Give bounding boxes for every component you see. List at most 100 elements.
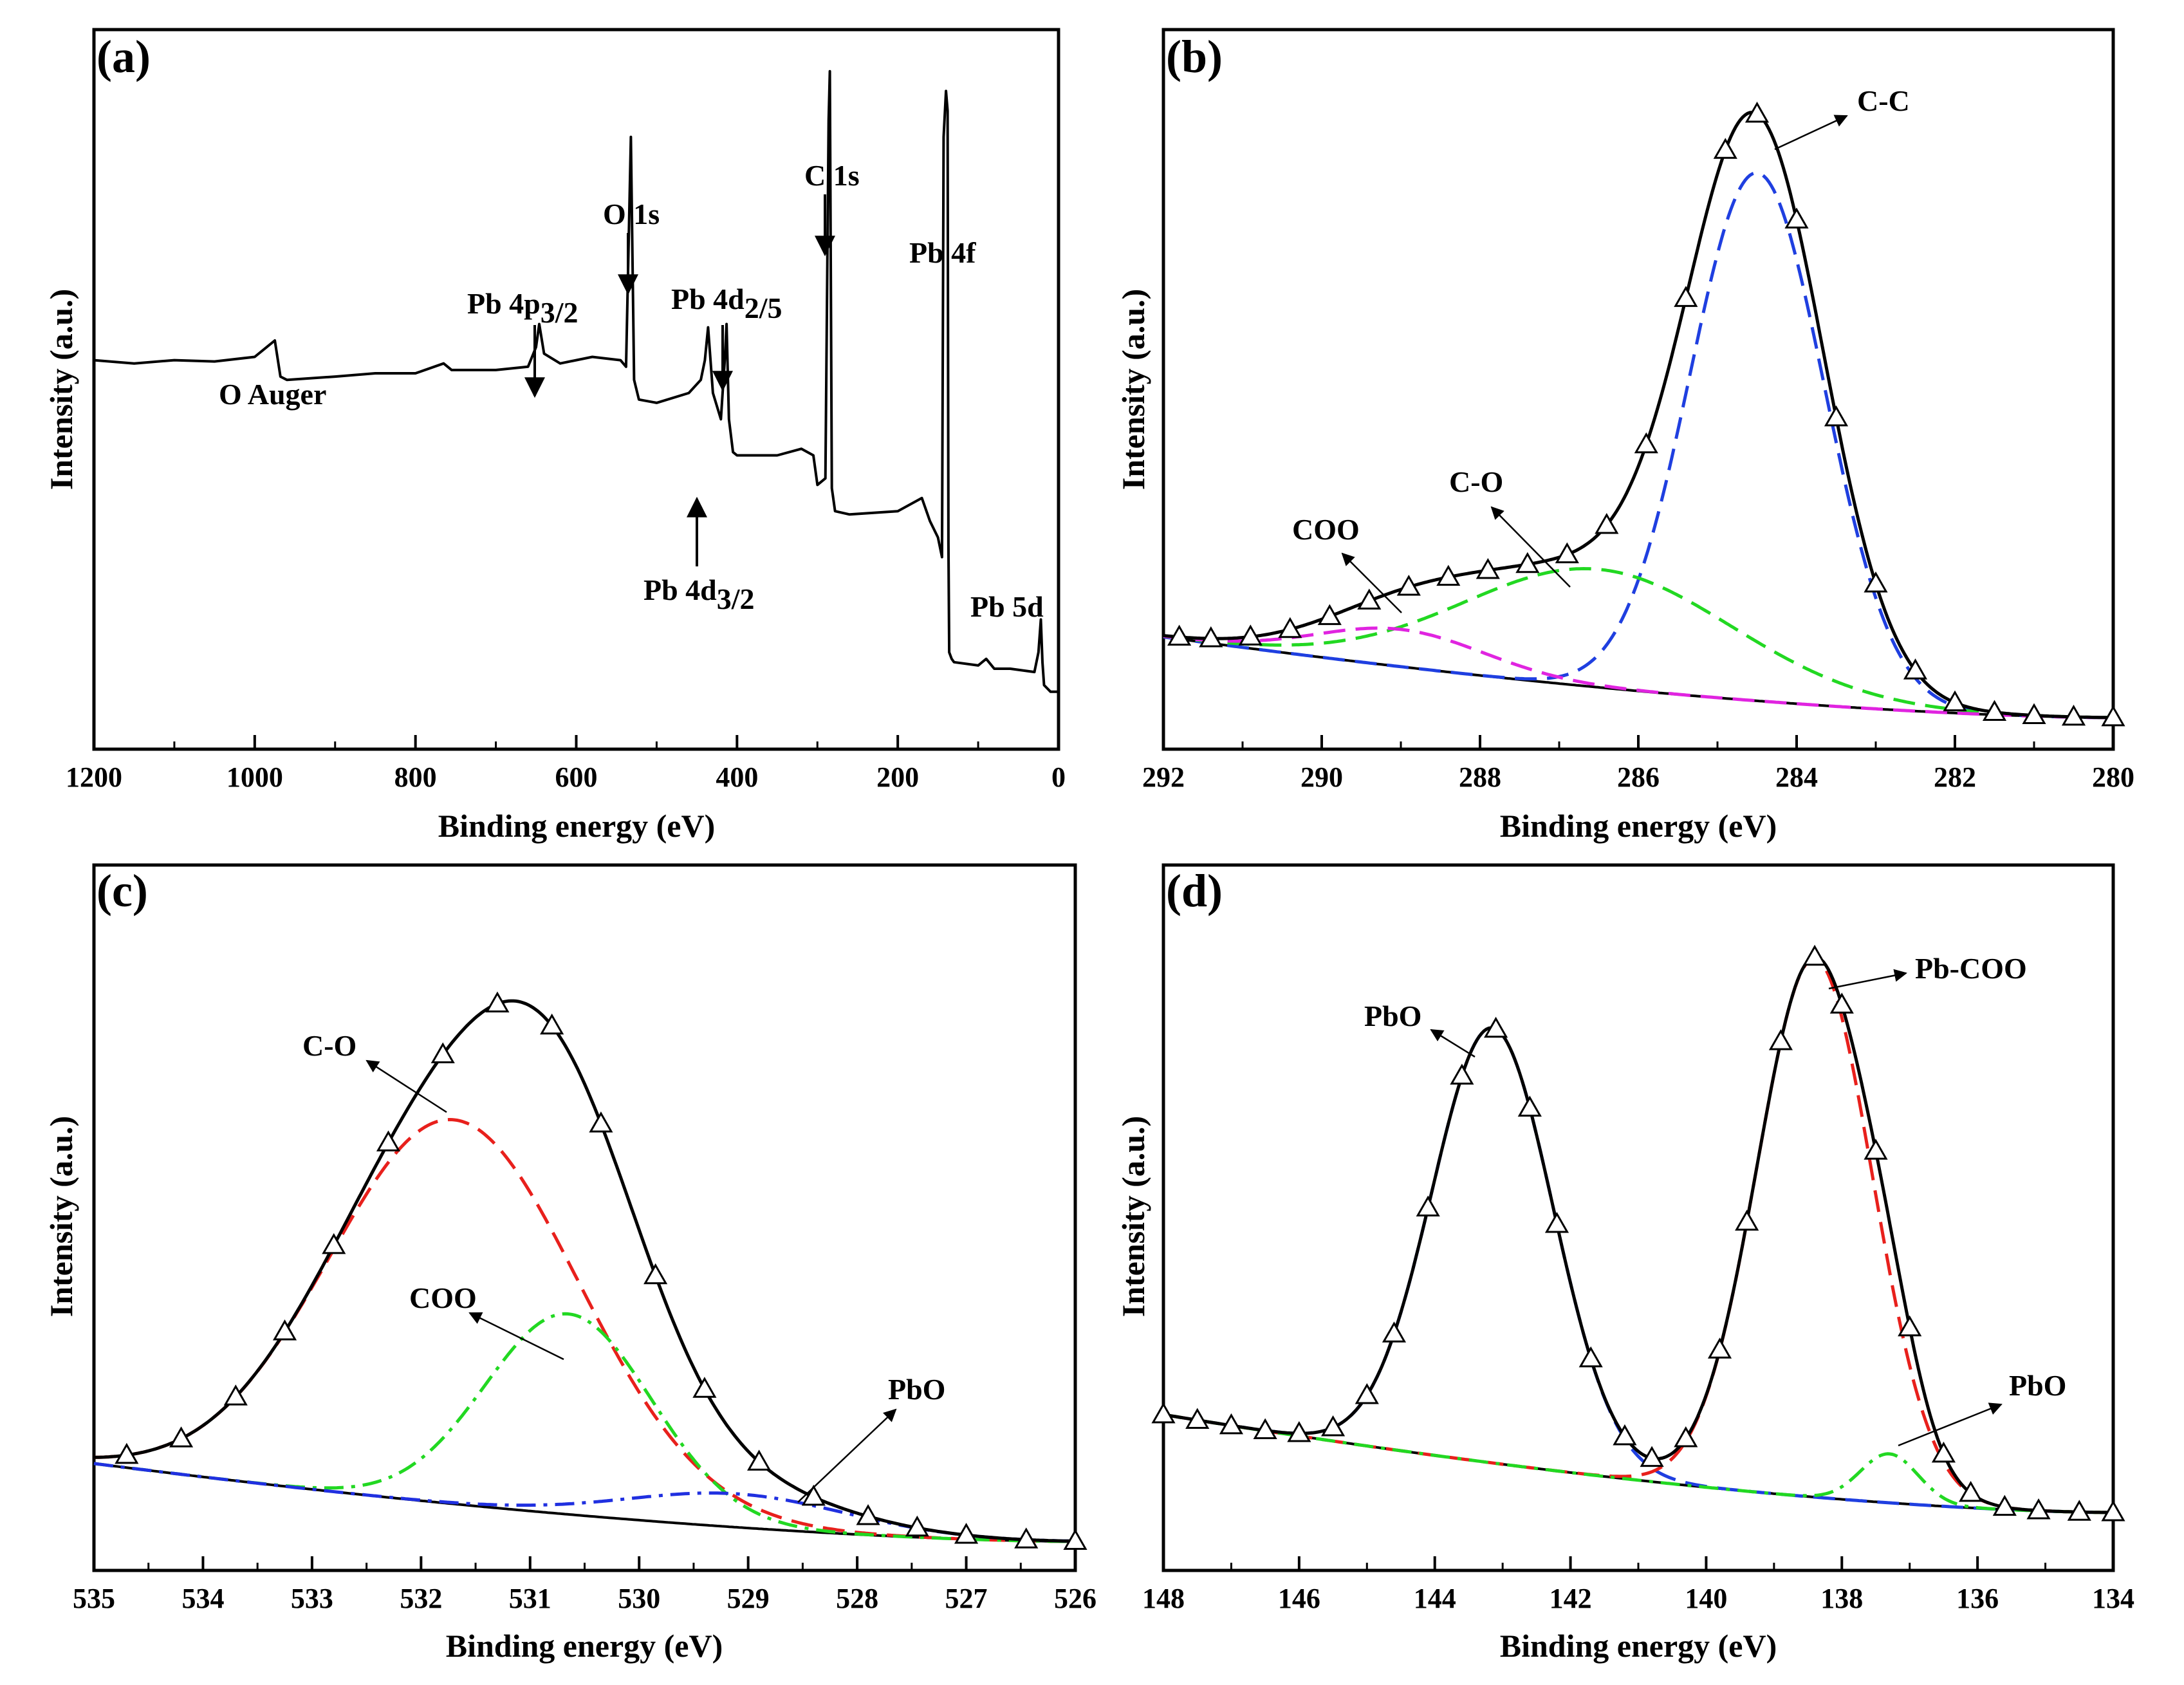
data-marker <box>692 1377 717 1398</box>
annotation-pb4d-32: Pb 4d3/2 <box>643 573 755 615</box>
data-marker <box>430 1042 455 1063</box>
panel-label: (d) <box>1166 865 1223 917</box>
x-tick-labels: 1200 1000 800 600 400 200 0 <box>66 761 1066 793</box>
panel-c: 535 534 533 532 531 530 529 528 527 526 (c) Bindi… <box>43 863 1097 1664</box>
x-tick-label: 1200 <box>66 761 122 793</box>
data-marker <box>1167 624 1192 646</box>
data-marker <box>1063 1529 1087 1550</box>
data-marker <box>1707 1337 1732 1359</box>
data-marker <box>2022 703 2046 725</box>
series-layer <box>1163 101 2125 727</box>
annotation-pb5d: Pb 5d <box>970 590 1044 623</box>
annotation-pb4d-25-sub: 2/5 <box>745 292 782 324</box>
arrow-coo <box>1341 552 1402 613</box>
data-marker <box>1014 1527 1039 1549</box>
x-tick-label: 526 <box>1054 1583 1097 1614</box>
data-marker <box>1768 1029 1793 1050</box>
data-marker <box>801 1484 826 1506</box>
data-marker <box>1555 542 1579 564</box>
annotation-pb4p-label: Pb 4p <box>467 287 541 320</box>
x-axis-label: Binding energy (eV) <box>1500 1628 1777 1664</box>
y-axis-label: Intensity (a.u.) <box>1115 1116 1151 1317</box>
x-tick-label: 527 <box>945 1583 988 1614</box>
data-marker <box>1744 101 1770 123</box>
data-marker <box>1416 1195 1440 1217</box>
data-marker <box>1931 1441 1956 1463</box>
x-tick-label: 534 <box>181 1583 224 1614</box>
x-tick-label: 280 <box>2092 761 2134 793</box>
data-marker <box>1320 1415 1346 1437</box>
x-tick-label: 533 <box>291 1583 333 1614</box>
annotation-pb-coo: Pb-COO <box>1915 952 2027 985</box>
series-layer <box>93 70 1059 693</box>
x-ticks <box>1162 735 2115 749</box>
x-tick-label: 142 <box>1550 1583 1592 1614</box>
annotation-o-auger: O Auger <box>219 378 326 411</box>
data-marker <box>540 1013 564 1035</box>
arrow-c-c <box>1774 115 1848 151</box>
data-marker <box>1640 1446 1664 1467</box>
x-tick-label: 800 <box>394 761 437 793</box>
data-marker <box>485 991 510 1013</box>
arrow-pbo <box>797 1408 897 1503</box>
data-marker <box>1992 1494 2017 1516</box>
data-marker <box>1784 207 1809 229</box>
x-tick-label: 529 <box>727 1583 770 1614</box>
x-tick-label: 530 <box>618 1583 660 1614</box>
x-tick-labels: 292 290 288 286 284 282 280 <box>1142 761 2134 793</box>
data-marker <box>1253 1418 1277 1440</box>
annotation-c-c: C-C <box>1857 84 1910 117</box>
x-tick-label: 146 <box>1278 1583 1320 1614</box>
annotation-pb4d-32-sub: 3/2 <box>717 582 755 615</box>
data-marker <box>643 1263 668 1285</box>
x-tick-label: 532 <box>400 1583 442 1614</box>
data-marker <box>2101 705 2125 727</box>
x-tick-label: 400 <box>716 761 758 793</box>
annotation-pbo: PbO <box>888 1373 945 1406</box>
x-ticks <box>1162 1556 2115 1570</box>
data-marker <box>1578 1346 1603 1368</box>
x-tick-label: 292 <box>1142 761 1185 793</box>
component-peak-2 <box>1163 957 2113 1514</box>
data-marker <box>1517 1095 1542 1117</box>
data-marker <box>2101 1500 2125 1522</box>
data-marker <box>1544 1212 1569 1233</box>
data-marker <box>1943 690 1967 712</box>
x-tick-label: 0 <box>1051 761 1066 793</box>
data-marker <box>1484 1016 1508 1038</box>
panel-label: (a) <box>97 31 151 82</box>
data-marker <box>1613 1424 1637 1446</box>
data-marker <box>1674 1426 1698 1448</box>
data-marker <box>1382 1321 1407 1343</box>
data-marker <box>1476 558 1500 579</box>
x-tick-label: 600 <box>555 761 598 793</box>
component-peak-3 <box>1163 1413 2113 1514</box>
data-marker <box>1713 138 1737 159</box>
x-tick-label: 286 <box>1617 761 1660 793</box>
data-marker <box>1959 1480 1983 1502</box>
annotation-coo: COO <box>1292 513 1360 546</box>
x-tick-label: 288 <box>1459 761 1501 793</box>
data-marker <box>1355 1382 1379 1404</box>
annotation-c1s: C 1s <box>804 159 860 192</box>
data-marker <box>1735 1209 1759 1231</box>
series-survey <box>93 70 1059 693</box>
data-marker <box>1982 700 2007 721</box>
y-axis-label: Intensity (a.u.) <box>1115 289 1151 490</box>
annotation-o1s: O 1s <box>603 198 660 230</box>
annotation-pbo-right: PbO <box>2009 1369 2066 1402</box>
data-marker <box>1238 624 1263 646</box>
x-tick-label: 134 <box>2092 1583 2134 1614</box>
panel-label: (c) <box>97 865 148 917</box>
annotation-pb4d-32-label: Pb 4d <box>643 573 717 606</box>
data-marker <box>115 1442 139 1464</box>
series-layer <box>93 991 1087 1550</box>
component-peak-2 <box>1163 566 2113 720</box>
annotation-c-o: C-O <box>302 1029 356 1062</box>
data-marker <box>1634 432 1658 454</box>
x-tick-label: 528 <box>836 1583 878 1614</box>
data-marker <box>272 1319 297 1341</box>
data-marker <box>376 1130 401 1151</box>
component-peak-3 <box>1163 626 2113 720</box>
data-marker <box>223 1384 248 1406</box>
